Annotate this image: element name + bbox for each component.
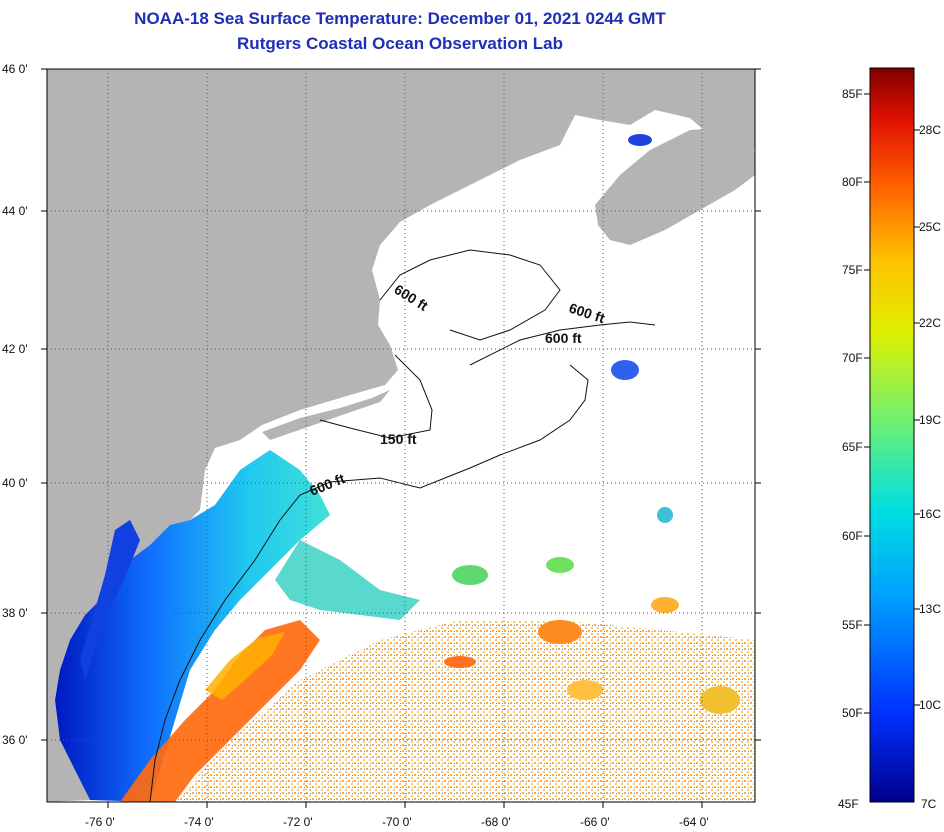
colorbar-f-label: 65F [842, 440, 863, 454]
lon-label: -64 0' [679, 815, 709, 829]
offshore-blue-patch [611, 360, 639, 380]
colorbar-c-label: 13C [919, 602, 941, 616]
colorbar-c-label: 7C [921, 797, 937, 811]
lon-label: -68 0' [481, 815, 511, 829]
offshore-blue-patch [657, 507, 673, 523]
offshore-warm-patch [444, 656, 476, 668]
mid-shelf-cool-water [275, 540, 420, 620]
offshore-warm-patch [567, 680, 603, 700]
colorbar-f-label: 55F [842, 618, 863, 632]
colorbar-c-label: 19C [919, 413, 941, 427]
offshore-blue-patch [628, 134, 652, 146]
landmass-north-america [47, 69, 755, 802]
longitude-axis: -76 0' -74 0' -72 0' -70 0' -68 0' -66 0… [85, 802, 709, 829]
landmass-long-island [262, 390, 390, 440]
lat-label: 36 0' [2, 733, 28, 747]
colorbar-f-label: 75F [842, 263, 863, 277]
map-title: NOAA-18 Sea Surface Temperature: Decembe… [134, 9, 666, 28]
lon-label: -66 0' [580, 815, 610, 829]
lon-label: -70 0' [382, 815, 412, 829]
lat-label: 38 0' [2, 606, 28, 620]
contour-label: 150 ft [380, 431, 417, 447]
bathymetry-contour [149, 364, 589, 802]
colorbar-f-label: 60F [842, 529, 863, 543]
colorbar-c-label: 16C [919, 507, 941, 521]
map-subtitle: Rutgers Coastal Ocean Observation Lab [237, 34, 563, 53]
landmass-nova-scotia [595, 128, 755, 245]
offshore-green-patch [546, 557, 574, 573]
lat-label: 46 0' [2, 62, 28, 76]
lat-label: 40 0' [2, 476, 28, 490]
gulf-stream-core-yellow [205, 632, 285, 700]
offshore-warm-patch [651, 597, 679, 613]
colorbar-c-label: 28C [919, 123, 941, 137]
gulf-stream-warm-water [120, 620, 320, 802]
colorbar-f-label: 50F [842, 706, 863, 720]
colorbar-f-label: 70F [842, 351, 863, 365]
offshore-warm-patch [538, 620, 582, 644]
map-border [46, 68, 756, 803]
lat-label: 44 0' [2, 204, 28, 218]
colorbar-f-label: 45F [838, 797, 859, 811]
lat-label: 42 0' [2, 342, 28, 356]
temperature-colorbar [869, 67, 915, 803]
offshore-green-patch [452, 565, 488, 585]
lon-label: -72 0' [283, 815, 313, 829]
contour-label: 600 ft [545, 330, 582, 346]
colorbar-c-label: 10C [919, 698, 941, 712]
latitude-axis: 46 0' 44 0' 42 0' 40 0' 38 0' 36 0' [2, 62, 761, 747]
colorbar-ticks [864, 93, 920, 714]
chesapeake-bay [80, 520, 140, 680]
colorbar-c-label: 25C [919, 220, 941, 234]
warm-speckle-field [175, 620, 755, 802]
bathymetry-contour [319, 354, 433, 439]
coastal-sst-band [55, 450, 330, 802]
offshore-warm-patch [700, 686, 740, 714]
bathymetry-contour [379, 249, 561, 341]
lon-label: -76 0' [85, 815, 115, 829]
colorbar-c-label: 22C [919, 316, 941, 330]
bathymetry-contour [469, 321, 656, 366]
colorbar-f-label: 80F [842, 175, 863, 189]
colorbar-f-label: 85F [842, 87, 863, 101]
lon-label: -74 0' [184, 815, 214, 829]
